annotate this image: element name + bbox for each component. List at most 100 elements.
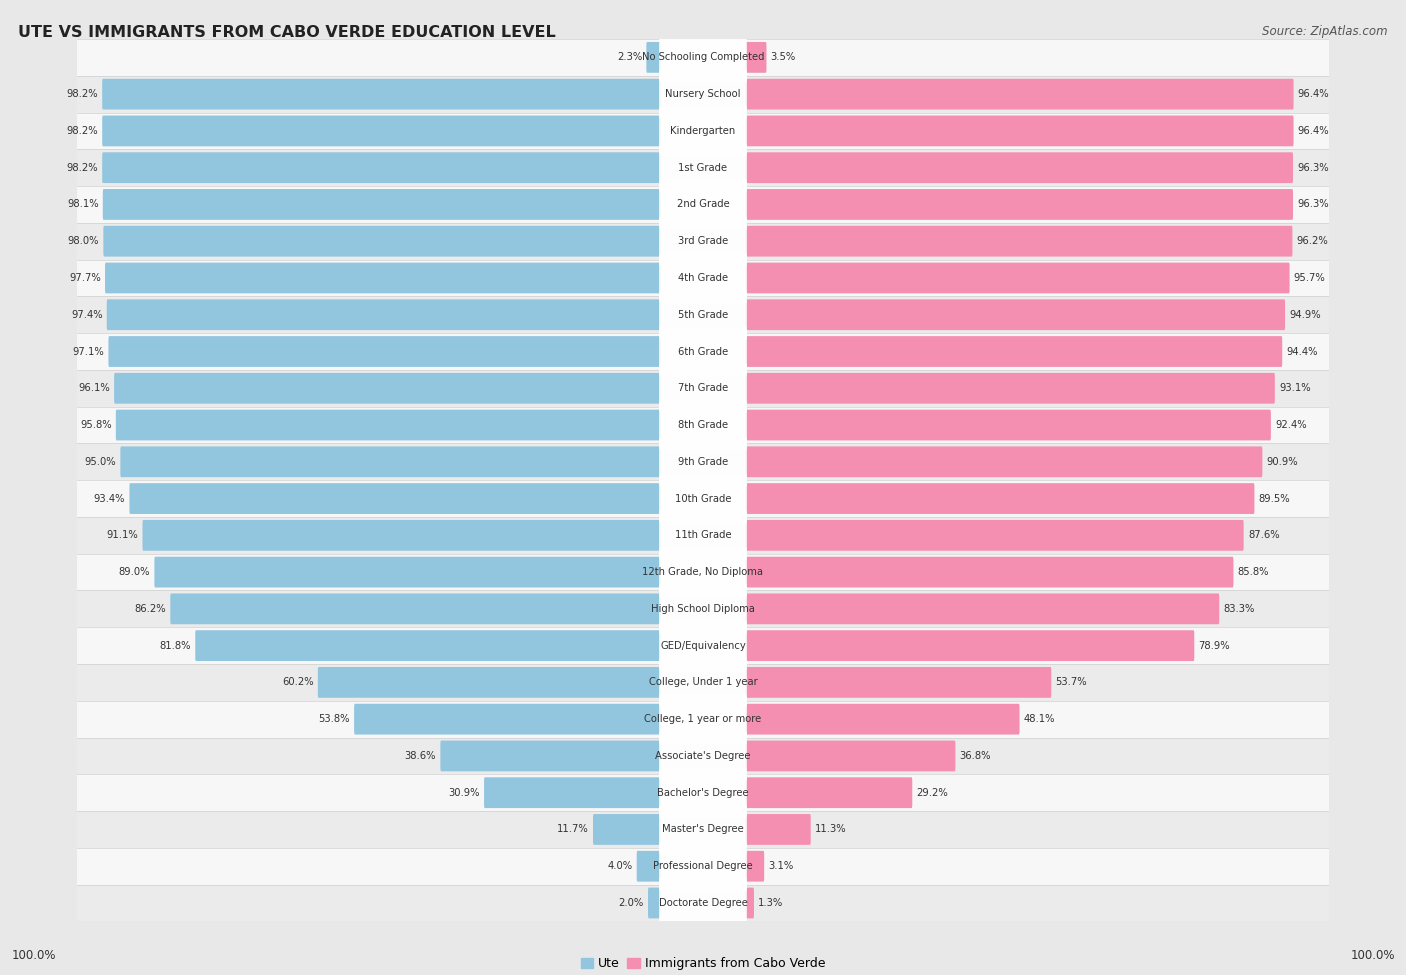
FancyBboxPatch shape (659, 584, 747, 634)
Text: 12th Grade, No Diploma: 12th Grade, No Diploma (643, 567, 763, 577)
Text: 100.0%: 100.0% (11, 950, 56, 962)
FancyBboxPatch shape (659, 841, 747, 891)
Text: Kindergarten: Kindergarten (671, 126, 735, 136)
Text: 11th Grade: 11th Grade (675, 530, 731, 540)
FancyBboxPatch shape (121, 447, 661, 477)
FancyBboxPatch shape (659, 878, 747, 928)
Text: 53.8%: 53.8% (318, 714, 350, 724)
Text: 97.4%: 97.4% (70, 310, 103, 320)
FancyBboxPatch shape (103, 152, 661, 183)
Text: 86.2%: 86.2% (135, 604, 166, 614)
Text: 78.9%: 78.9% (1198, 641, 1230, 650)
Text: 94.4%: 94.4% (1286, 346, 1317, 357)
FancyBboxPatch shape (354, 704, 661, 734)
Text: 98.2%: 98.2% (66, 126, 98, 136)
FancyBboxPatch shape (593, 814, 661, 845)
Text: 2.0%: 2.0% (619, 898, 644, 908)
Text: Source: ZipAtlas.com: Source: ZipAtlas.com (1263, 25, 1388, 38)
FancyBboxPatch shape (745, 115, 1294, 146)
FancyBboxPatch shape (318, 667, 661, 698)
Bar (77, 884, 1329, 921)
FancyBboxPatch shape (107, 299, 661, 331)
FancyBboxPatch shape (745, 79, 1294, 109)
Text: 83.3%: 83.3% (1223, 604, 1256, 614)
FancyBboxPatch shape (745, 336, 1282, 367)
Text: Doctorate Degree: Doctorate Degree (658, 898, 748, 908)
FancyBboxPatch shape (105, 262, 661, 293)
Text: 60.2%: 60.2% (283, 678, 314, 687)
FancyBboxPatch shape (745, 667, 1052, 698)
Text: College, Under 1 year: College, Under 1 year (648, 678, 758, 687)
Bar (77, 737, 1329, 774)
Text: 36.8%: 36.8% (960, 751, 991, 760)
FancyBboxPatch shape (659, 253, 747, 303)
FancyBboxPatch shape (745, 226, 1292, 256)
FancyBboxPatch shape (745, 777, 912, 808)
Text: 87.6%: 87.6% (1249, 530, 1279, 540)
FancyBboxPatch shape (745, 887, 754, 918)
FancyBboxPatch shape (648, 887, 661, 918)
Bar (77, 811, 1329, 848)
Bar (77, 223, 1329, 259)
FancyBboxPatch shape (745, 447, 1263, 477)
Bar (77, 848, 1329, 884)
Bar (77, 259, 1329, 296)
Text: 95.0%: 95.0% (84, 457, 117, 467)
Text: 81.8%: 81.8% (159, 641, 191, 650)
Text: Professional Degree: Professional Degree (654, 861, 752, 872)
FancyBboxPatch shape (659, 290, 747, 339)
Text: GED/Equivalency: GED/Equivalency (661, 641, 745, 650)
Text: 6th Grade: 6th Grade (678, 346, 728, 357)
Text: 98.1%: 98.1% (67, 200, 98, 210)
FancyBboxPatch shape (170, 594, 661, 624)
Bar (77, 481, 1329, 517)
Text: 2.3%: 2.3% (617, 53, 643, 62)
Bar (77, 591, 1329, 627)
FancyBboxPatch shape (745, 814, 811, 845)
Text: 3.1%: 3.1% (769, 861, 793, 872)
Bar (77, 627, 1329, 664)
FancyBboxPatch shape (745, 741, 956, 771)
Bar (77, 296, 1329, 333)
Text: 48.1%: 48.1% (1024, 714, 1056, 724)
FancyBboxPatch shape (142, 520, 661, 551)
Bar (77, 554, 1329, 591)
FancyBboxPatch shape (129, 484, 661, 514)
Bar (77, 76, 1329, 112)
Text: 100.0%: 100.0% (1350, 950, 1395, 962)
Text: 97.1%: 97.1% (73, 346, 104, 357)
FancyBboxPatch shape (659, 767, 747, 818)
FancyBboxPatch shape (659, 142, 747, 193)
FancyBboxPatch shape (745, 410, 1271, 441)
FancyBboxPatch shape (745, 152, 1294, 183)
FancyBboxPatch shape (115, 410, 661, 441)
FancyBboxPatch shape (659, 547, 747, 597)
Text: 38.6%: 38.6% (405, 751, 436, 760)
FancyBboxPatch shape (484, 777, 661, 808)
FancyBboxPatch shape (745, 189, 1294, 219)
Text: 93.1%: 93.1% (1279, 383, 1310, 393)
FancyBboxPatch shape (745, 299, 1285, 331)
FancyBboxPatch shape (745, 594, 1219, 624)
Text: 7th Grade: 7th Grade (678, 383, 728, 393)
Bar (77, 186, 1329, 223)
Text: 92.4%: 92.4% (1275, 420, 1306, 430)
Text: UTE VS IMMIGRANTS FROM CABO VERDE EDUCATION LEVEL: UTE VS IMMIGRANTS FROM CABO VERDE EDUCAT… (18, 25, 555, 40)
Text: 4th Grade: 4th Grade (678, 273, 728, 283)
Text: 1.3%: 1.3% (758, 898, 783, 908)
FancyBboxPatch shape (103, 115, 661, 146)
FancyBboxPatch shape (440, 741, 661, 771)
Text: 2nd Grade: 2nd Grade (676, 200, 730, 210)
FancyBboxPatch shape (155, 557, 661, 588)
Legend: Ute, Immigrants from Cabo Verde: Ute, Immigrants from Cabo Verde (575, 953, 831, 975)
Text: 91.1%: 91.1% (107, 530, 138, 540)
Bar (77, 517, 1329, 554)
FancyBboxPatch shape (659, 804, 747, 854)
Text: Associate's Degree: Associate's Degree (655, 751, 751, 760)
FancyBboxPatch shape (745, 520, 1244, 551)
FancyBboxPatch shape (659, 32, 747, 82)
FancyBboxPatch shape (108, 336, 661, 367)
FancyBboxPatch shape (659, 510, 747, 561)
FancyBboxPatch shape (659, 731, 747, 781)
Text: 94.9%: 94.9% (1289, 310, 1320, 320)
